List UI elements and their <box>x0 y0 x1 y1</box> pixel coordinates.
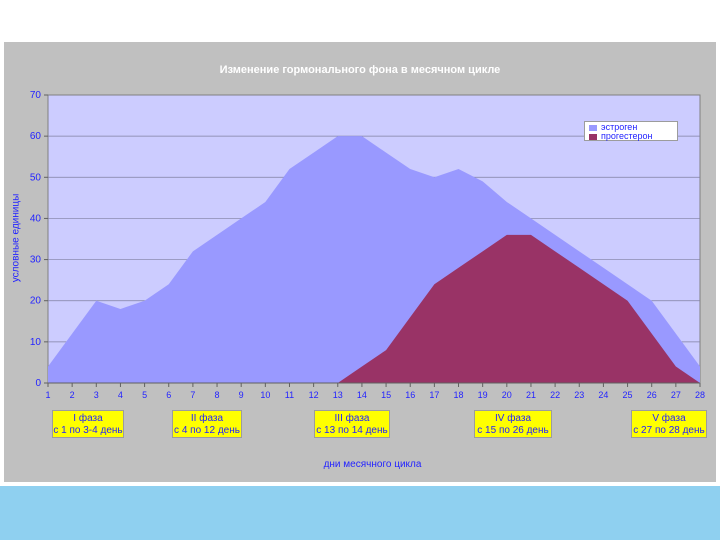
x-tick-label: 16 <box>405 390 415 400</box>
x-tick-label: 25 <box>623 390 633 400</box>
x-tick-label: 19 <box>478 390 488 400</box>
x-tick-label: 9 <box>239 390 244 400</box>
y-tick-label: 10 <box>30 337 42 348</box>
x-tick-label: 7 <box>190 390 195 400</box>
phase-1-title: I фаза <box>73 413 103 424</box>
y-tick-label: 60 <box>30 131 42 142</box>
phase-2-title: II фаза <box>190 413 224 424</box>
y-tick-label: 30 <box>30 255 42 266</box>
x-axis-title: дни месячного цикла <box>323 459 422 470</box>
legend-label-estrogen: эстроген <box>601 122 638 132</box>
phase-annotation-2: II фаза с 4 по 12 день <box>172 410 242 438</box>
x-tick-label: 17 <box>429 390 439 400</box>
x-tick-label: 11 <box>285 390 294 400</box>
slide-footer-band <box>0 486 720 540</box>
y-tick-label: 20 <box>30 296 42 307</box>
x-tick-label: 22 <box>550 390 560 400</box>
x-tick-label: 26 <box>647 390 657 400</box>
phase-3-title: III фаза <box>334 413 370 424</box>
series-area-1 <box>48 234 700 383</box>
phase-annotation-1: I фаза с 1 по 3-4 день <box>52 410 124 438</box>
x-tick-label: 23 <box>574 390 584 400</box>
legend-item-progesterone: прогестерон <box>585 132 677 141</box>
legend-swatch-estrogen <box>589 124 597 131</box>
phase-4-title: IV фаза <box>494 413 532 424</box>
y-tick-label: 50 <box>30 172 42 183</box>
y-tick-label: 40 <box>30 213 42 224</box>
chart-legend: эстроген прогестерон <box>584 121 678 141</box>
chart-title: Изменение гормонального фона в месячном … <box>219 64 501 76</box>
x-tick-label: 13 <box>333 390 343 400</box>
legend-label-progesterone: прогестерон <box>601 131 653 141</box>
x-tick-label: 10 <box>260 390 270 400</box>
phase-annotation-4: IV фаза с 15 по 26 день <box>474 410 552 438</box>
phase-5-range: с 27 по 28 день <box>633 425 705 436</box>
x-tick-label: 5 <box>142 390 147 400</box>
x-tick-label: 1 <box>45 390 50 400</box>
x-tick-label: 14 <box>357 390 367 400</box>
y-axis-title: условные единицы <box>10 193 22 283</box>
phase-annotation-5: V фаза с 27 по 28 день <box>631 410 707 438</box>
slide-footer-inner <box>8 490 712 536</box>
x-tick-label: 24 <box>598 390 608 400</box>
legend-swatch-progesterone <box>589 133 597 140</box>
x-tick-label: 21 <box>526 390 536 400</box>
phase-4-range: с 15 по 26 день <box>477 425 549 436</box>
x-tick-label: 6 <box>166 390 171 400</box>
y-tick-label: 0 <box>35 378 41 389</box>
x-tick-label: 20 <box>502 390 512 400</box>
x-tick-label: 15 <box>381 390 391 400</box>
x-tick-label: 2 <box>70 390 75 400</box>
x-tick-label: 8 <box>215 390 220 400</box>
x-tick-label: 27 <box>671 390 681 400</box>
x-tick-label: 3 <box>94 390 99 400</box>
legend-item-estrogen: эстроген <box>585 123 677 132</box>
x-tick-label: 4 <box>118 390 123 400</box>
x-tick-label: 18 <box>454 390 464 400</box>
phase-annotation-3: III фаза с 13 по 14 день <box>314 410 390 438</box>
phase-5-title: V фаза <box>652 413 686 424</box>
phase-1-range: с 1 по 3-4 день <box>53 425 123 436</box>
x-tick-label: 12 <box>309 390 319 400</box>
phase-3-range: с 13 по 14 день <box>316 425 388 436</box>
phase-2-range: с 4 по 12 день <box>174 425 240 436</box>
y-tick-label: 70 <box>30 90 42 101</box>
x-tick-label: 28 <box>695 390 705 400</box>
